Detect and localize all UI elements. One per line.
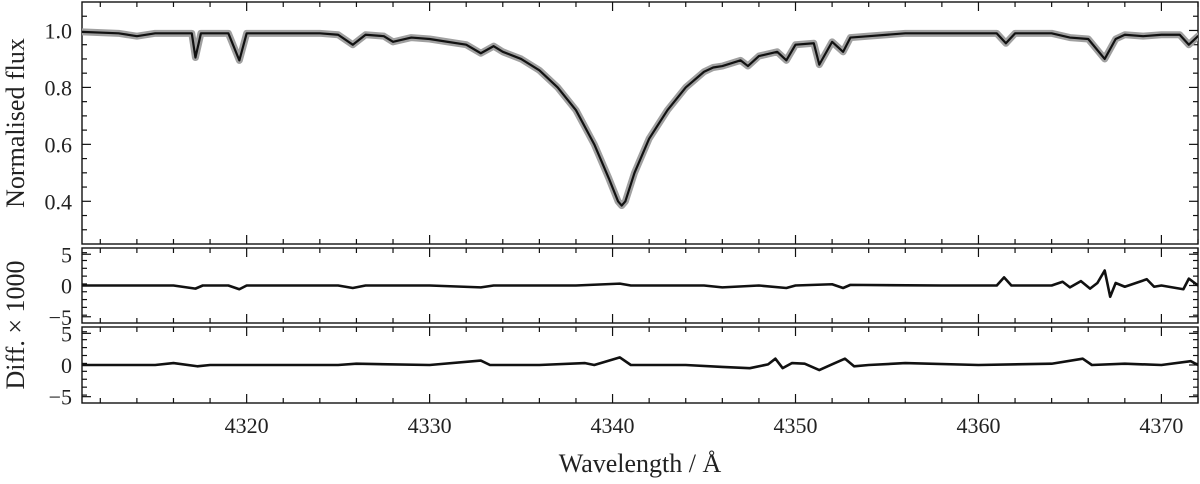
y-axis-label-flux: Normalised flux [1,38,30,208]
x-tick-label: 4360 [956,413,1000,438]
panel-middle-series [82,269,1198,299]
y-tick-label: 0 [61,274,72,299]
x-tick-label: 4370 [1139,413,1183,438]
y-tick-label: 0.6 [45,132,73,157]
x-axis-label: Wavelength / Å [559,449,722,478]
x-tick-label: 4350 [774,413,818,438]
panel-middle-residual: −5 0 5 [49,242,1199,330]
panel-middle-ticks: −5 0 5 [49,242,1199,330]
series-line-bottom-0 [82,356,1198,372]
y-tick-label: 0.8 [45,75,73,100]
series-line-top-1 [82,30,1198,207]
panel-top-ticks: 0.4 0.6 0.8 1.0 [45,2,1199,244]
y-tick-label: 1.0 [45,18,73,43]
y-tick-label: −5 [49,305,72,330]
y-tick-label: 0 [61,353,72,378]
panel-bottom-ticks: −5 0 5 4320 4330 4340 4350 4360 4370 [49,321,1199,438]
panel-bottom-series [82,356,1198,372]
series-line-top-0 [82,28,1198,210]
panel-top-flux: 0.4 0.6 0.8 1.0 [45,1,1199,245]
x-tick-label: 4320 [225,413,269,438]
panel-bottom-residual: −5 0 5 4320 4330 4340 4350 4360 4370 [49,321,1199,438]
y-tick-label: −5 [49,385,72,410]
x-tick-label: 4340 [591,413,635,438]
panel-top-series [82,28,1198,210]
y-tick-label: 0.4 [45,189,73,214]
series-line-middle-0 [82,269,1198,299]
panel-top-frame [81,1,1199,245]
y-tick-label: 5 [61,242,72,267]
y-axis-label-diff: Diff. × 1000 [1,260,30,389]
x-tick-label: 4330 [408,413,452,438]
y-tick-label: 5 [61,321,72,346]
